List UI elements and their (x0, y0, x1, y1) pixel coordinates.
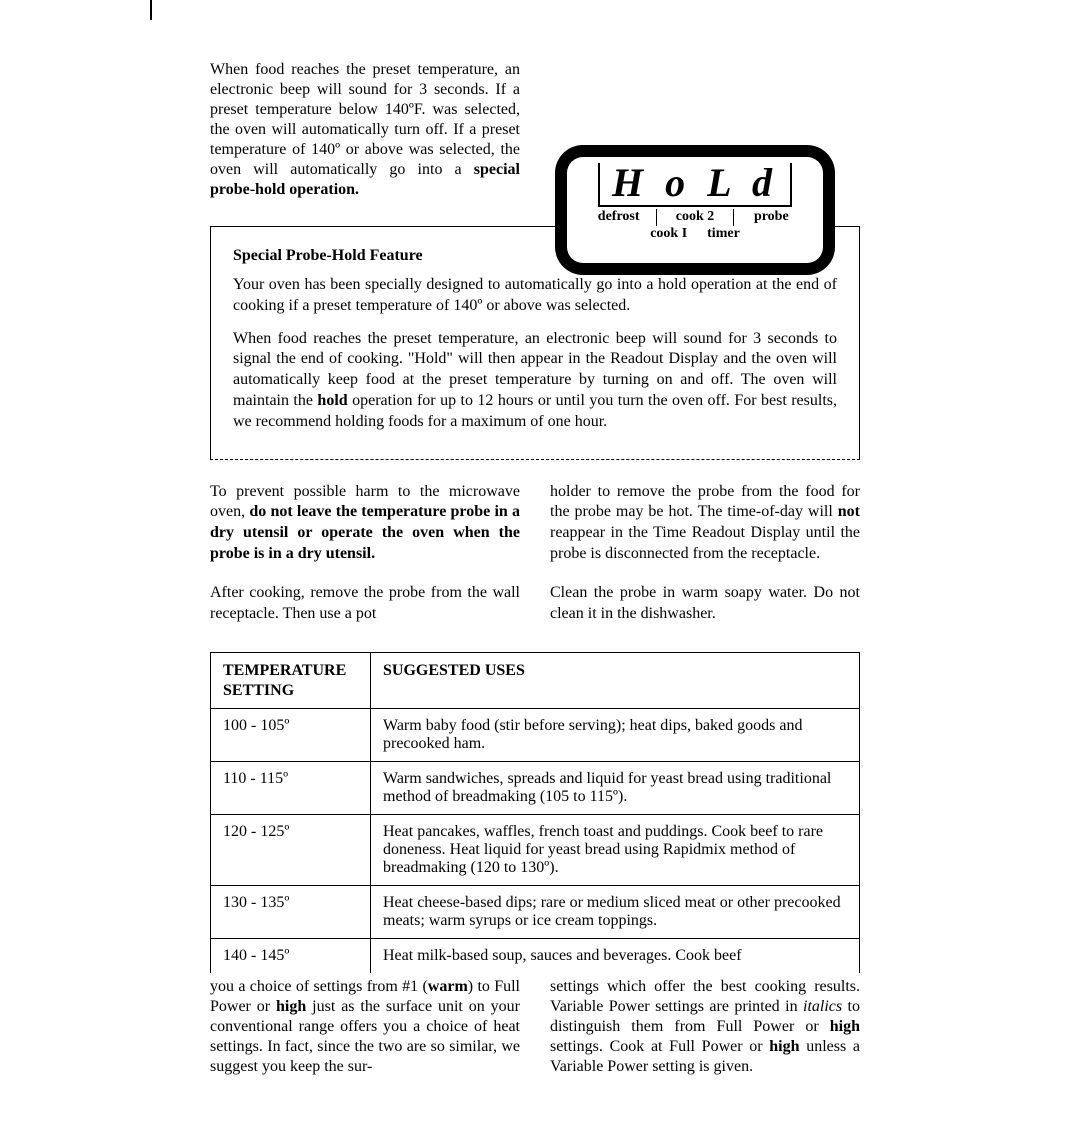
table-row: 110 - 115º Warm sandwiches, spreads and … (211, 761, 860, 814)
th-setting: TEMPERATURE SETTING (211, 653, 371, 708)
warning-right: holder to remove the probe from the food… (550, 482, 860, 643)
hold-readout: H o L d (598, 163, 792, 207)
bottom-left: you a choice of settings from #1 (warm) … (210, 977, 520, 1077)
warning-columns: To prevent possible harm to the microwav… (210, 482, 860, 643)
feature-p2: When food reaches the preset temperature… (233, 329, 837, 433)
temperature-table: TEMPERATURE SETTING SUGGESTED USES 100 -… (210, 652, 860, 972)
bottom-right: settings which offer the best cooking re… (550, 977, 860, 1077)
label-defrost: defrost (581, 209, 657, 226)
th-uses: SUGGESTED USES (371, 653, 860, 708)
label-cook2: cook 2 (657, 209, 733, 226)
table-row: 130 - 135º Heat cheese-based dips; rare … (211, 885, 860, 938)
bottom-columns: you a choice of settings from #1 (warm) … (210, 977, 860, 1077)
feature-p1: Your oven has been specially designed to… (233, 275, 837, 317)
display-labels: defrost cook 2 probe cook I timer (581, 209, 809, 243)
oven-display-inner: H o L d defrost cook 2 probe cook I time… (567, 157, 823, 263)
label-timer: timer (707, 226, 740, 243)
table-row: 120 - 125º Heat pancakes, waffles, frenc… (211, 814, 860, 885)
oven-display: H o L d defrost cook 2 probe cook I time… (555, 145, 835, 275)
warning-left: To prevent possible harm to the microwav… (210, 482, 520, 643)
label-cook1: cook I (650, 226, 687, 243)
page-crop-mark (150, 0, 152, 20)
intro-paragraph: When food reaches the preset temper­atur… (210, 60, 520, 200)
table-row: 100 - 105º Warm baby food (stir before s… (211, 708, 860, 761)
label-probe: probe (734, 209, 809, 226)
table-row: 140 - 145º Heat milk-based soup, sauces … (211, 938, 860, 973)
